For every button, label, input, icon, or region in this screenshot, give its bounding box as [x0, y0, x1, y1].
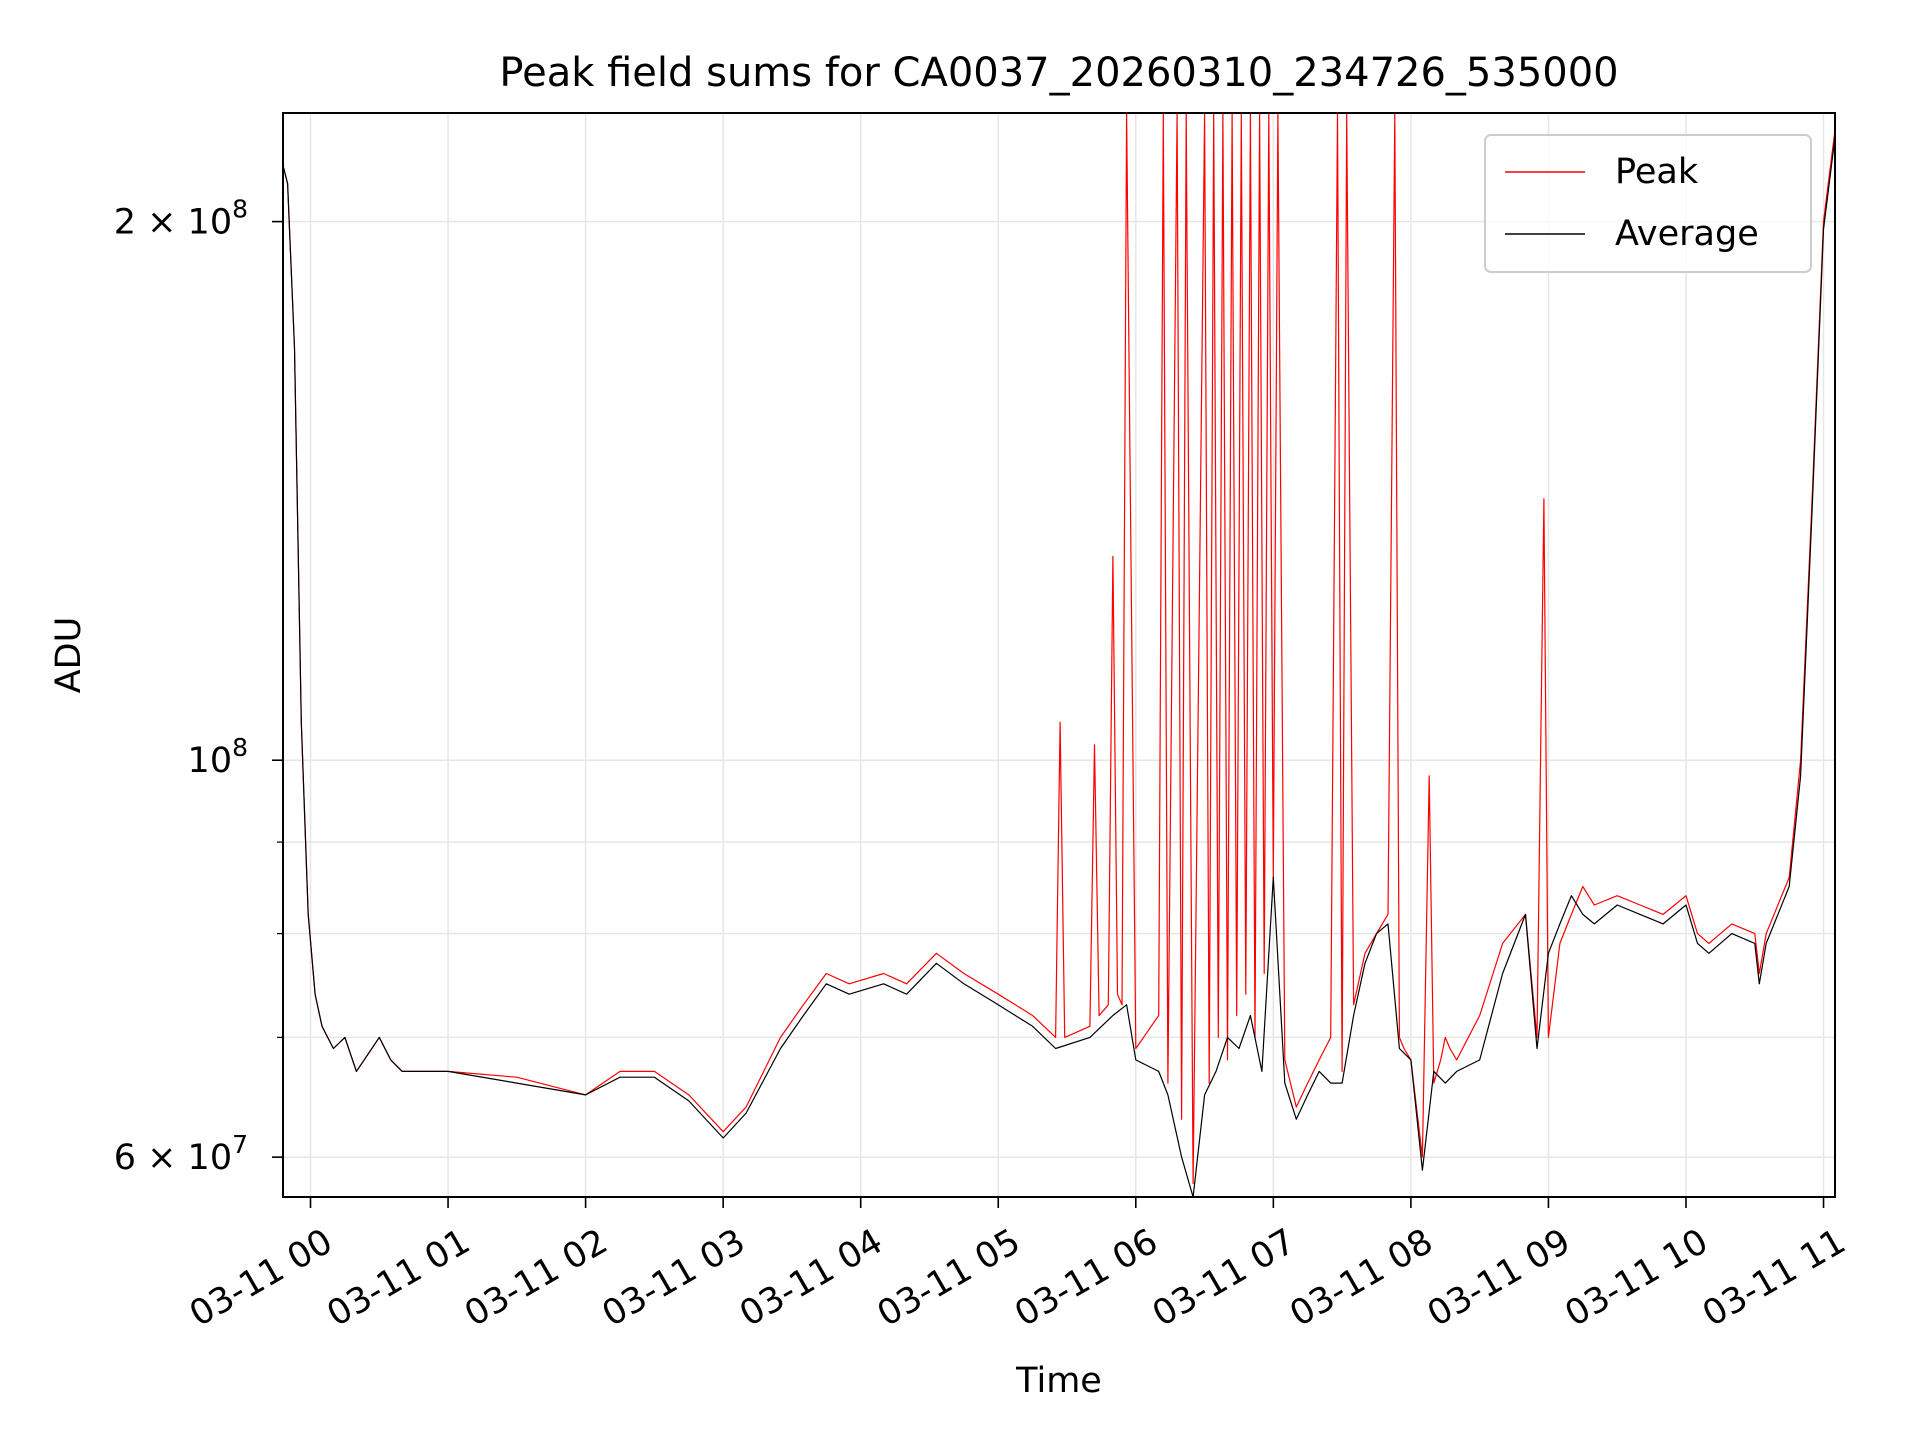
y-tick-label: 108 — [188, 733, 248, 781]
legend-label-peak: Peak — [1615, 152, 1699, 192]
legend-box — [1484, 134, 1812, 273]
y-tick-label-base: 6 × 10 — [114, 1138, 232, 1178]
y-tick-label-base: 2 × 10 — [114, 203, 232, 243]
y-axis-label: ADU — [49, 617, 89, 694]
series-line-average — [283, 136, 1835, 1197]
legend-label-average: Average — [1615, 214, 1759, 254]
series-line-peak — [283, 113, 1835, 1185]
y-tick-label-exponent: 8 — [232, 733, 248, 762]
chart-title: Peak field sums for CA0037_20260310_2347… — [499, 50, 1618, 96]
series-layer — [283, 113, 1835, 1197]
y-tick-label-exponent: 7 — [232, 1130, 248, 1159]
y-tick-label: 6 × 107 — [114, 1130, 248, 1178]
y-tick-label-base: 10 — [188, 741, 233, 781]
legend: Peak Average — [1484, 134, 1812, 273]
y-tick-label-exponent: 8 — [232, 195, 248, 224]
y-tick-label: 2 × 108 — [114, 195, 248, 243]
x-axis-label: Time — [1015, 1361, 1102, 1401]
plot-frame — [282, 112, 1836, 1198]
